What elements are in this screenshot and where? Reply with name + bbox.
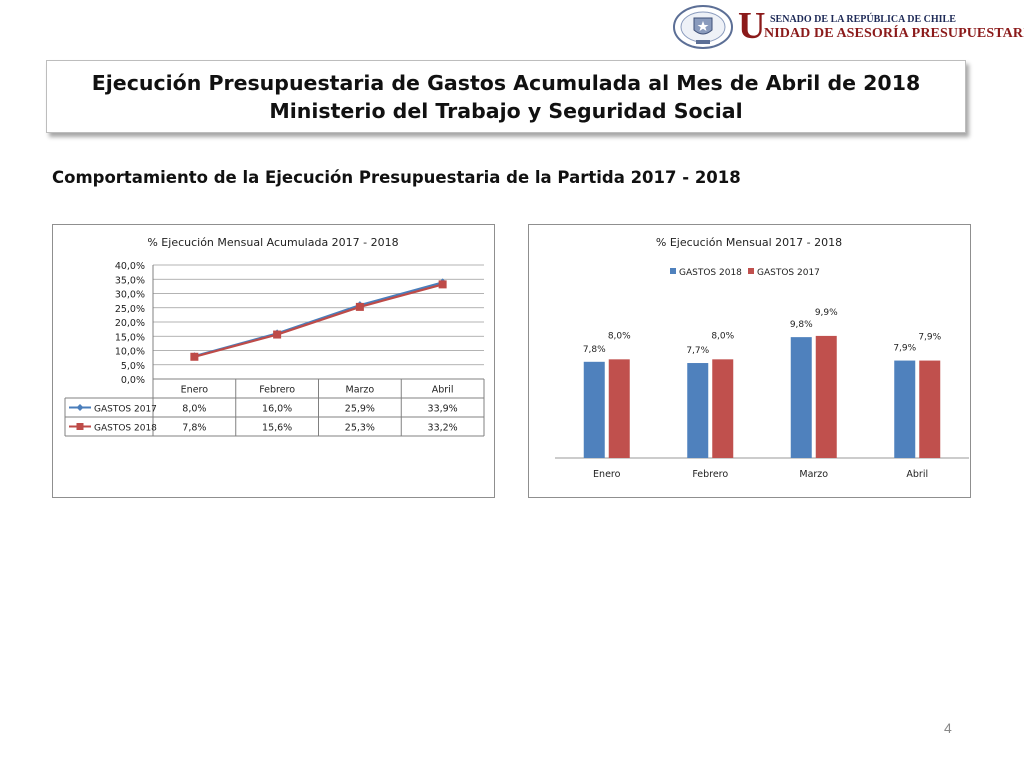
data-point [273, 330, 282, 339]
senate-logo: U SENADO DE LA REPÚBLICA DE CHILE NIDAD … [672, 4, 1024, 50]
x-category-label: Abril [906, 469, 928, 480]
page-title-line1: Ejecución Presupuestaria de Gastos Acumu… [91, 71, 921, 95]
y-tick-label: 10,0% [115, 347, 145, 358]
bar [790, 337, 812, 458]
table-value: 33,9% [428, 404, 458, 415]
x-category-label: Enero [593, 469, 621, 480]
page-number: 4 [944, 720, 952, 736]
bar [583, 361, 605, 458]
chart-title: % Ejecución Mensual 2017 - 2018 [656, 236, 842, 249]
legend-marker [76, 423, 84, 430]
bar [712, 359, 734, 458]
bar [919, 360, 941, 458]
y-tick-label: 25,0% [115, 304, 145, 315]
y-tick-label: 40,0% [115, 261, 145, 272]
y-tick-label: 20,0% [115, 318, 145, 329]
data-label: 9,9% [815, 308, 838, 318]
y-tick-label: 0,0% [121, 375, 145, 386]
page-title-line2: Ministerio del Trabajo y Seguridad Socia… [269, 99, 743, 123]
y-tick-label: 35,0% [115, 275, 145, 286]
data-label: 7,9% [893, 344, 916, 354]
legend-marker [76, 404, 84, 411]
y-tick-label: 15,0% [115, 332, 145, 343]
data-label: 9,8% [790, 320, 813, 330]
table-value: 25,3% [345, 423, 375, 434]
bar [687, 363, 709, 458]
data-label: 8,0% [608, 331, 631, 341]
monthly-bar-chart-panel: % Ejecución Mensual 2017 - 2018 GASTOS 20… [528, 224, 971, 498]
table-value: 8,0% [182, 404, 206, 415]
cumulative-line-chart-panel: % Ejecución Mensual Acumulada 2017 - 201… [52, 224, 495, 498]
data-label: 8,0% [711, 331, 734, 341]
legend-label: GASTOS 2018 [679, 268, 742, 278]
senate-seal-icon [673, 5, 733, 49]
cumulative-line-chart: % Ejecución Mensual Acumulada 2017 - 201… [64, 236, 485, 437]
legend-label: GASTOS 2017 [757, 268, 820, 278]
table-value: 7,8% [182, 423, 206, 434]
chart-title: % Ejecución Mensual Acumulada 2017 - 201… [147, 236, 398, 249]
x-category-label: Abril [432, 385, 454, 396]
brand-top-line: SENADO DE LA REPÚBLICA DE CHILE [770, 14, 956, 25]
table-value: 25,9% [345, 404, 375, 415]
data-label: 7,8% [583, 345, 606, 355]
table-value: 16,0% [262, 404, 292, 415]
legend-swatch [670, 268, 676, 274]
x-category-label: Enero [181, 385, 209, 396]
table-value: 33,2% [428, 423, 458, 434]
x-category-label: Febrero [259, 385, 295, 396]
table-value: 15,6% [262, 423, 292, 434]
x-category-label: Marzo [799, 469, 828, 480]
monthly-bar-chart: % Ejecución Mensual 2017 - 2018 GASTOS 20… [555, 236, 969, 480]
series-line [194, 283, 443, 358]
legend-label: GASTOS 2017 [94, 405, 157, 415]
data-label: 7,7% [686, 346, 709, 356]
bar [815, 335, 837, 458]
data-label: 7,9% [918, 333, 941, 343]
bar [608, 359, 630, 458]
section-subtitle: Comportamiento de la Ejecución Presupues… [52, 168, 741, 187]
bar [894, 360, 916, 458]
brand-name: NIDAD DE ASESORÍA PRESUPUESTARIA [764, 26, 1024, 41]
legend-swatch [748, 268, 754, 274]
x-category-label: Marzo [346, 385, 375, 396]
x-category-label: Febrero [692, 469, 728, 480]
y-tick-label: 5,0% [121, 361, 145, 372]
y-tick-label: 30,0% [115, 290, 145, 301]
title-box: Ejecución Presupuestaria de Gastos Acumu… [46, 60, 966, 133]
brand-initial: U [738, 5, 766, 47]
data-point [355, 302, 364, 311]
data-point [190, 352, 199, 361]
legend-label: GASTOS 2018 [94, 424, 157, 434]
data-point [438, 280, 447, 289]
